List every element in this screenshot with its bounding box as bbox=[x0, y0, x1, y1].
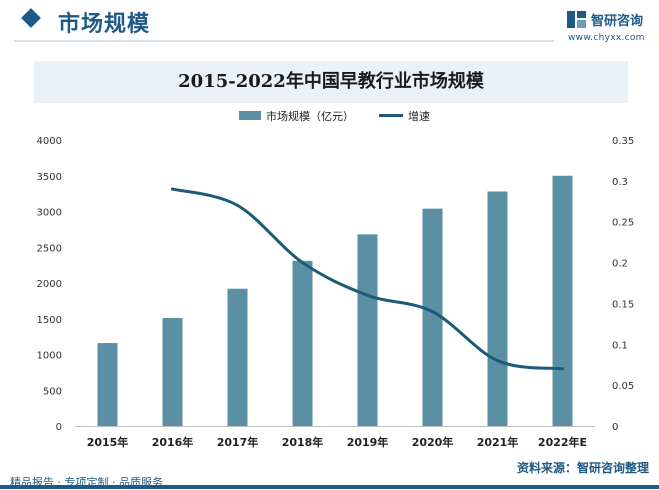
y2-tick-label: 0 bbox=[612, 422, 618, 433]
bar bbox=[162, 318, 183, 426]
legend-label: 增速 bbox=[408, 109, 430, 123]
x-tick-label: 2018年 bbox=[282, 435, 324, 449]
y-tick-label: 1000 bbox=[37, 351, 62, 362]
y-tick-label: 3000 bbox=[37, 208, 62, 219]
x-tick-label: 2021年 bbox=[477, 435, 519, 449]
y-tick-label: 2500 bbox=[37, 243, 62, 254]
y-tick-label: 2000 bbox=[37, 279, 62, 290]
page-title: 市场规模 bbox=[58, 12, 151, 37]
logo-icon bbox=[567, 11, 586, 28]
growth-point bbox=[431, 310, 434, 314]
growth-point bbox=[561, 367, 564, 371]
x-tick-label: 2015年 bbox=[87, 435, 129, 449]
x-tick-label: 2017年 bbox=[217, 435, 259, 449]
x-tick-label: 2022年E bbox=[538, 435, 587, 449]
y-tick-label: 4000 bbox=[37, 136, 62, 147]
y2-tick-label: 0.3 bbox=[612, 177, 628, 188]
x-tick-label: 2020年 bbox=[412, 435, 454, 449]
y2-tick-label: 0.25 bbox=[612, 218, 634, 229]
growth-point bbox=[496, 359, 499, 363]
y2-tick-label: 0.2 bbox=[612, 259, 628, 270]
x-tick-label: 2016年 bbox=[152, 435, 194, 449]
bar bbox=[552, 175, 573, 426]
x-tick-label: 2019年 bbox=[347, 435, 389, 449]
y2-tick-label: 0.35 bbox=[612, 136, 634, 147]
bar bbox=[422, 208, 443, 426]
bar bbox=[357, 234, 378, 426]
chart-title: 2015-2022年中国早教行业市场规模 bbox=[178, 71, 484, 92]
y-tick-label: 0 bbox=[56, 422, 62, 433]
logo-name: 智研咨询 bbox=[591, 14, 644, 29]
growth-point bbox=[301, 261, 304, 265]
bar bbox=[292, 260, 313, 426]
y2-tick-label: 0.1 bbox=[612, 340, 628, 351]
legend-bar-swatch bbox=[239, 111, 261, 120]
y2-tick-label: 0.05 bbox=[612, 381, 634, 392]
bar bbox=[487, 191, 508, 426]
y-tick-label: 3500 bbox=[37, 172, 62, 183]
y-tick-label: 500 bbox=[43, 386, 62, 397]
growth-point bbox=[366, 293, 369, 297]
y-tick-label: 1500 bbox=[37, 315, 62, 326]
legend-label: 市场规模（亿元） bbox=[266, 109, 354, 123]
footer-bar bbox=[0, 485, 659, 489]
header: 市场规模 智研咨询 www.chyxx.com bbox=[0, 0, 659, 48]
growth-point bbox=[236, 203, 239, 207]
bar bbox=[227, 288, 248, 426]
growth-point bbox=[171, 187, 174, 191]
title-divider bbox=[14, 40, 554, 42]
bar bbox=[97, 343, 118, 426]
chart-title-band bbox=[34, 61, 628, 103]
logo-url: www.chyxx.com bbox=[568, 33, 645, 43]
y2-tick-label: 0.15 bbox=[612, 299, 634, 310]
footer-source: 资料来源：智研咨询整理 bbox=[516, 461, 649, 475]
